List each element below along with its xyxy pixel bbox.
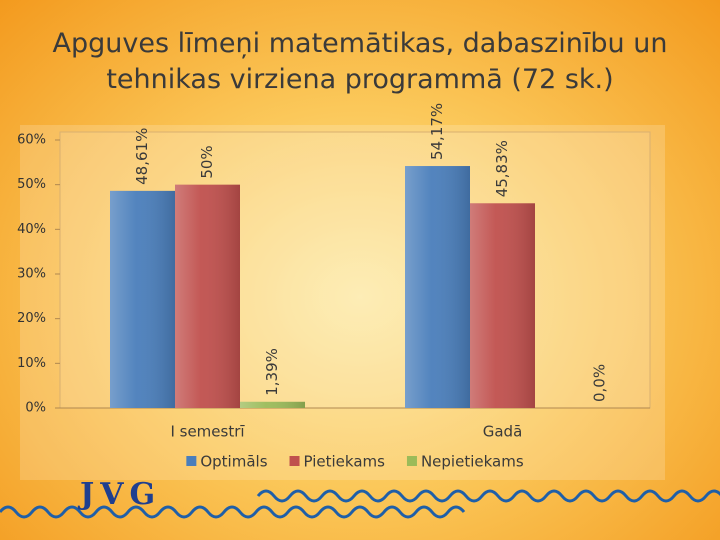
value-label: 45,83% xyxy=(493,140,511,197)
y-tick-label: 60% xyxy=(17,133,46,148)
waves xyxy=(0,489,720,519)
y-tick-label: 50% xyxy=(17,177,46,192)
value-label: 1,39% xyxy=(263,348,281,396)
bar-shine xyxy=(470,203,535,408)
legend-label: Optimāls xyxy=(200,453,267,471)
legend-label: Nepietiekams xyxy=(421,453,524,471)
bar-shine xyxy=(175,184,240,408)
x-tick-label: I semestrī xyxy=(170,423,245,441)
y-tick-label: 20% xyxy=(17,311,46,326)
wave xyxy=(256,489,720,503)
y-tick-label: 40% xyxy=(17,222,46,237)
wave xyxy=(0,505,466,519)
bar-shine xyxy=(405,166,470,408)
logo: JVG xyxy=(77,477,161,512)
legend-swatch xyxy=(406,456,417,466)
value-label: 54,17% xyxy=(428,103,446,160)
legend-swatch xyxy=(289,456,300,466)
y-tick-label: 10% xyxy=(17,356,46,371)
value-label: 48,61% xyxy=(133,128,151,185)
legend: Optimāls Pietiekams Nepietiekams xyxy=(186,453,524,471)
y-tick-label: 30% xyxy=(17,267,46,282)
x-tick-label: Gadā xyxy=(483,423,523,441)
bar-shine xyxy=(110,190,175,408)
y-tick-label: 0% xyxy=(25,401,46,416)
bar-shine xyxy=(240,401,305,408)
legend-swatch xyxy=(186,456,197,466)
value-label: 0,0% xyxy=(591,364,609,402)
value-label: 50% xyxy=(198,145,216,178)
legend-label: Pietiekams xyxy=(304,453,386,471)
slide-title: Apguves līmeņi matemātikas, dabaszinību … xyxy=(52,28,668,95)
